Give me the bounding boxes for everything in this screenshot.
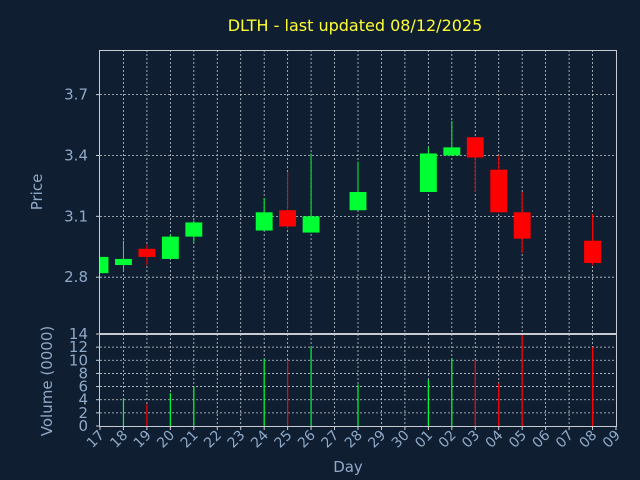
price-tick-label: 3.7 <box>64 86 88 104</box>
candle <box>138 244 156 266</box>
volume-tick-label: 0 <box>78 417 88 435</box>
volume-tick-label: 6 <box>78 378 88 396</box>
x-tick-label: 23 <box>225 428 249 452</box>
candle-body <box>513 212 531 239</box>
volume-tick-label: 14 <box>69 325 88 343</box>
candle <box>115 240 132 272</box>
candle <box>584 214 601 266</box>
candle-body <box>161 236 179 259</box>
x-tick-label: 04 <box>483 427 507 451</box>
x-tick-label: 02 <box>436 428 460 452</box>
candle-body <box>490 169 508 213</box>
volume-tick-label: 10 <box>69 351 88 369</box>
candle <box>161 234 179 259</box>
candle <box>513 192 531 253</box>
volume-tick-label: 8 <box>78 364 88 382</box>
x-tick-label: 26 <box>295 427 319 451</box>
candle-body <box>443 147 461 156</box>
x-tick-label: 18 <box>107 428 131 452</box>
candle-body <box>419 153 437 192</box>
candle-body <box>279 210 297 227</box>
x-tick-label: 07 <box>553 428 577 452</box>
x-tick-label: 20 <box>154 428 178 452</box>
candle-body <box>138 248 156 257</box>
price-plot-frame <box>99 50 617 334</box>
x-tick-label: 09 <box>600 428 624 452</box>
x-tick-label: 28 <box>342 428 366 452</box>
candle <box>349 161 367 211</box>
candle-body <box>466 137 484 158</box>
candle <box>466 137 484 192</box>
price-tick-label: 3.4 <box>64 146 88 164</box>
candle-body <box>185 222 203 237</box>
x-tick-label: 08 <box>576 428 600 452</box>
x-tick-label: 30 <box>389 428 413 452</box>
price-axis-label: Price <box>28 174 46 211</box>
volume-bars <box>122 334 594 426</box>
x-tick-label: 27 <box>318 428 342 452</box>
volume-axis-label: Volume (0000) <box>38 326 56 436</box>
volume-tick-label: 4 <box>78 391 88 409</box>
candle-body <box>302 216 320 233</box>
x-tick-label: 29 <box>365 428 389 452</box>
volume-tick-label: 2 <box>78 404 88 422</box>
candle <box>255 198 273 231</box>
x-tick-label: 19 <box>131 428 155 452</box>
x-tick-label: 24 <box>248 427 272 451</box>
candle <box>185 220 203 243</box>
price-y-ticks: 2.8 3.1 3.4 3.7 <box>64 86 100 286</box>
x-tick-label: 25 <box>272 428 296 452</box>
volume-tick-label: 12 <box>69 338 88 356</box>
x-tick-label: 03 <box>459 428 483 452</box>
x-tick-label: 05 <box>506 428 530 452</box>
candle <box>279 171 297 229</box>
x-tick-label: 01 <box>412 428 436 452</box>
candle <box>490 155 508 213</box>
x-tick-label: 06 <box>530 427 554 451</box>
candle-body <box>255 212 273 231</box>
price-tick-label: 2.8 <box>64 268 88 286</box>
x-axis-ticks: 17 18 19 20 21 22 23 24 25 26 27 28 29 30 01 02 03 04 05 06… <box>84 426 624 451</box>
chart-title: DLTH - last updated 08/12/2025 <box>228 16 483 35</box>
price-candles <box>99 121 601 274</box>
candle-body <box>584 240 601 263</box>
candle-body <box>100 256 109 274</box>
x-axis-label: Day <box>333 458 363 476</box>
candle <box>443 121 461 156</box>
price-panel: 2.8 3.1 3.4 3.7 Price <box>28 50 617 334</box>
x-tick-label: 22 <box>201 428 225 452</box>
price-tick-label: 3.1 <box>64 207 88 225</box>
candle <box>302 153 320 233</box>
candle-body <box>349 192 367 211</box>
candle-body <box>115 258 132 266</box>
candle <box>419 147 437 192</box>
candle <box>99 256 109 274</box>
x-tick-label: 21 <box>178 428 202 452</box>
